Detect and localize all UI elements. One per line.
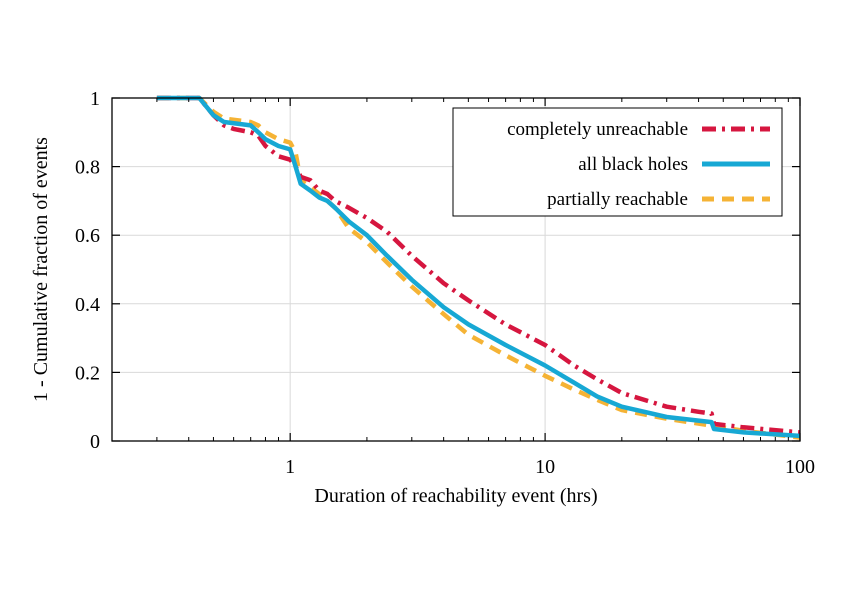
legend-label: all black holes bbox=[578, 154, 688, 175]
y-tick-label: 0.4 bbox=[75, 294, 100, 316]
legend: completely unreachable all black holes par… bbox=[452, 107, 783, 217]
ticks: 1 10 100 0 0.2 0.4 0.6 0.8 1 bbox=[75, 88, 815, 478]
x-axis-label: Duration of reachability event (hrs) bbox=[314, 485, 597, 507]
x-tick-label: 100 bbox=[785, 456, 815, 478]
series-layer bbox=[156, 95, 801, 440]
y-tick-label: 0.8 bbox=[75, 157, 100, 179]
x-tick-label: 1 bbox=[285, 456, 295, 478]
y-axis-label: 1 - Cumulative fraction of events bbox=[30, 137, 52, 402]
y-tick-label: 0.2 bbox=[75, 362, 100, 384]
y-tick-label: 0.6 bbox=[75, 225, 100, 247]
series-line bbox=[156, 95, 801, 435]
y-tick-label: 0 bbox=[90, 431, 100, 453]
x-tick-label: 10 bbox=[535, 456, 555, 478]
plot-frame bbox=[111, 97, 801, 442]
series-line bbox=[156, 95, 801, 440]
y-tick-label: 1 bbox=[90, 88, 100, 110]
series-line bbox=[156, 95, 801, 439]
legend-label: partially reachable bbox=[547, 189, 688, 210]
legend-label: completely unreachable bbox=[507, 119, 688, 140]
